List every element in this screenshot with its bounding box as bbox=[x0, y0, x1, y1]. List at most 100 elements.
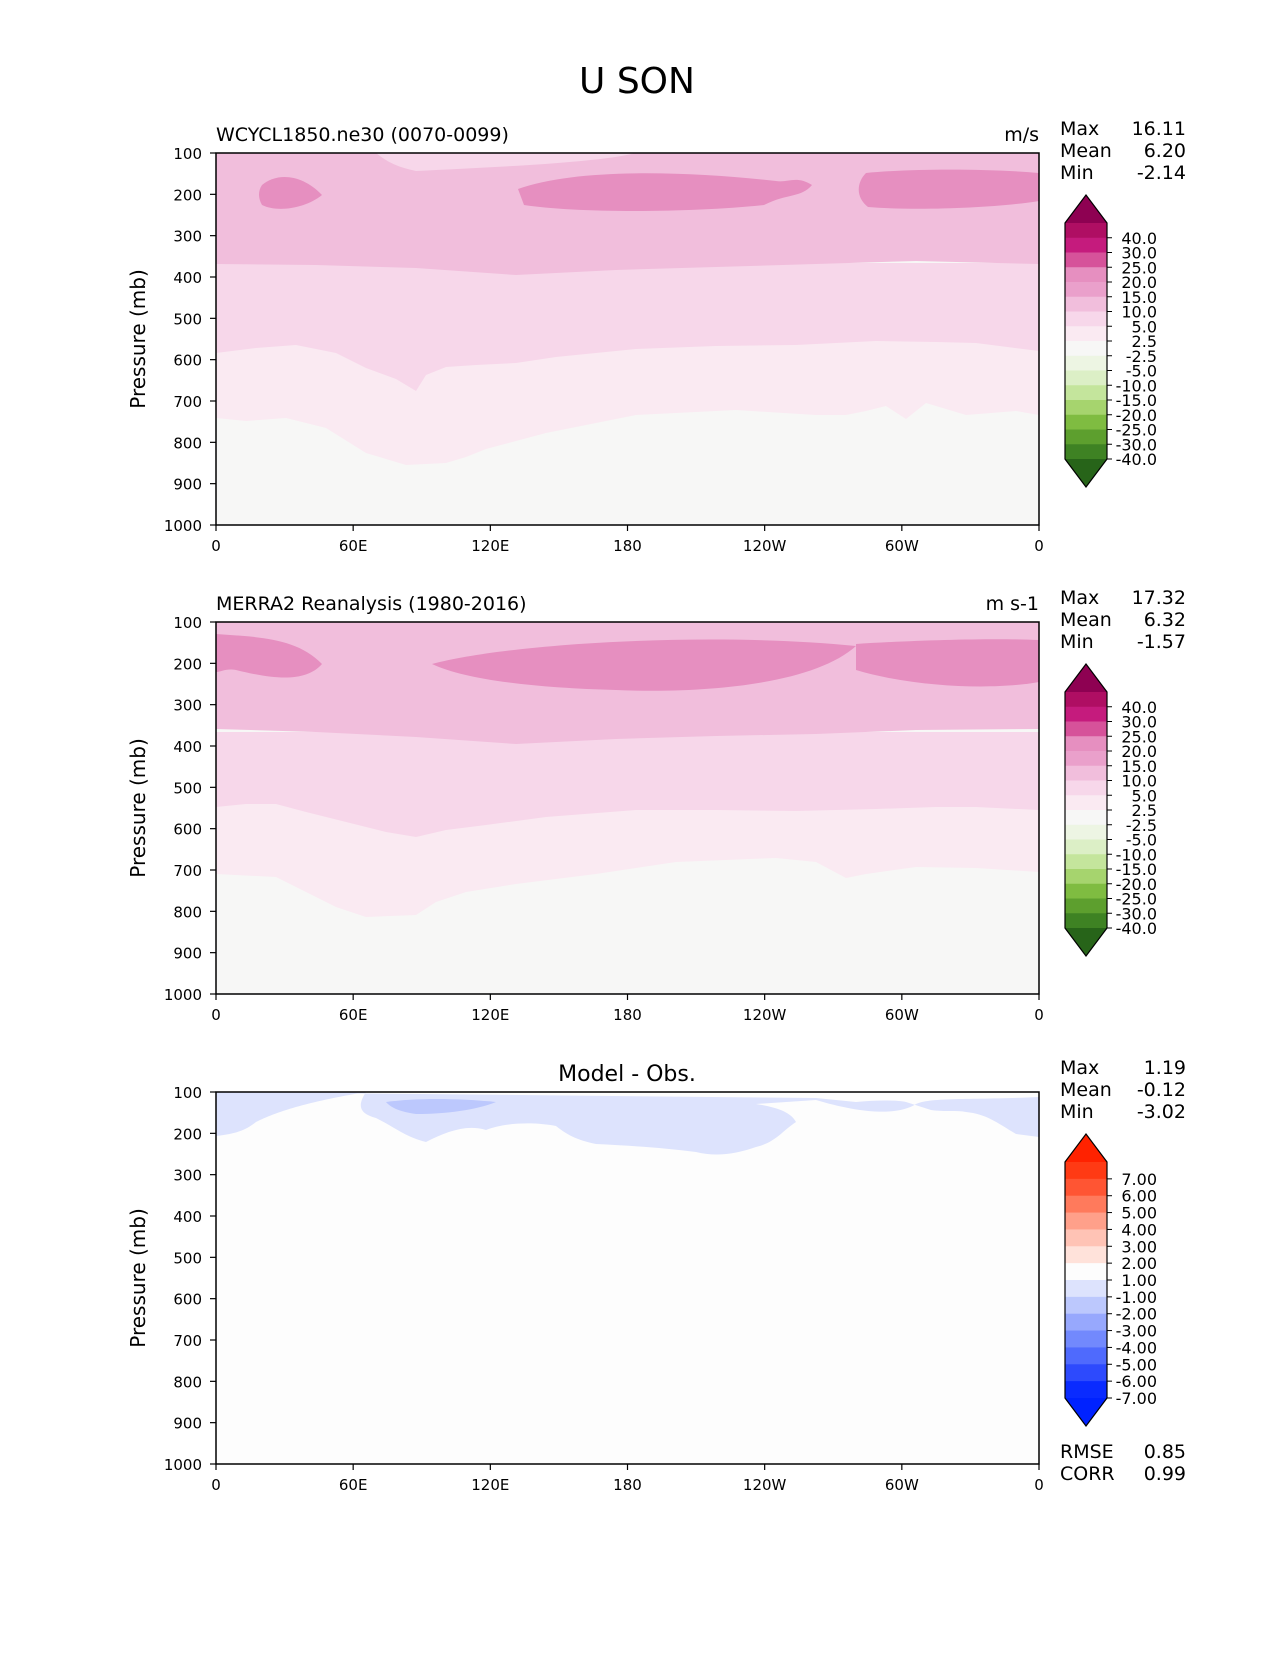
colorbar-label: -7.00 bbox=[1116, 1389, 1157, 1408]
x-tick-label: 60E bbox=[339, 1006, 368, 1024]
colorbar-label: -5.0 bbox=[1126, 362, 1157, 381]
stat-value: 1.19 bbox=[1144, 1057, 1186, 1079]
colorbar-label: -2.00 bbox=[1116, 1305, 1157, 1324]
metric-value: 0.99 bbox=[1144, 1463, 1186, 1485]
colorbar-label: -5.00 bbox=[1116, 1355, 1157, 1374]
stat-label: Max bbox=[1060, 118, 1099, 140]
colorbar-label: -4.00 bbox=[1116, 1338, 1157, 1357]
colorbar-swatch bbox=[1065, 839, 1107, 855]
colorbar-extend-bottom bbox=[1065, 1398, 1107, 1426]
colorbar-label: 25.0 bbox=[1121, 258, 1157, 277]
colorbar-swatch bbox=[1065, 736, 1107, 752]
colorbar-label: 2.5 bbox=[1132, 801, 1157, 820]
y-tick-label: 400 bbox=[173, 1208, 202, 1226]
panel-test-ylabel: Pressure (mb) bbox=[126, 269, 150, 409]
y-tick-label: 600 bbox=[173, 1291, 202, 1309]
stat-value: 6.20 bbox=[1144, 140, 1186, 162]
colorbar-label: 40.0 bbox=[1121, 698, 1157, 717]
colorbar-swatch bbox=[1065, 444, 1107, 460]
y-tick-label: 200 bbox=[173, 655, 202, 673]
colorbar-swatch bbox=[1065, 311, 1107, 327]
x-tick-label: 0 bbox=[1034, 537, 1044, 555]
colorbar-label: -3.00 bbox=[1116, 1322, 1157, 1341]
y-tick-label: 400 bbox=[173, 738, 202, 756]
stat-value: 17.32 bbox=[1132, 587, 1186, 609]
colorbar-swatch bbox=[1065, 326, 1107, 342]
panel-test-title: WCYCL1850.ne30 (0070-0099) bbox=[216, 124, 509, 146]
panel-reference: MERRA2 Reanalysis (1980-2016) m s-1 100 2… bbox=[126, 587, 1186, 1024]
panel-reference-units: m s-1 bbox=[986, 593, 1039, 615]
colorbar-outline bbox=[1064, 1133, 1108, 1427]
colorbar-swatch bbox=[1065, 252, 1107, 268]
panel-difference-band-neg1-left bbox=[216, 1092, 366, 1136]
y-tick-label: 300 bbox=[173, 697, 202, 715]
colorbar-label: -30.0 bbox=[1116, 435, 1157, 454]
colorbar-swatch bbox=[1065, 1313, 1107, 1332]
stat-value: 6.32 bbox=[1144, 609, 1186, 631]
y-tick-label: 900 bbox=[173, 1415, 202, 1433]
panel-difference-colorbar: 7.006.005.004.003.002.001.00-1.00-2.00-3… bbox=[1064, 1133, 1157, 1427]
panel-difference-band-neg2 bbox=[386, 1099, 496, 1114]
panel-reference-band-15-b bbox=[432, 639, 856, 691]
colorbar-swatch bbox=[1065, 1263, 1107, 1281]
stat-label: Mean bbox=[1060, 609, 1112, 631]
colorbar-swatch bbox=[1065, 913, 1107, 929]
y-tick-label: 300 bbox=[173, 1167, 202, 1185]
colorbar-label: -40.0 bbox=[1116, 919, 1157, 938]
panel-reference-ylabel: Pressure (mb) bbox=[126, 738, 150, 878]
y-tick-label: 100 bbox=[173, 145, 202, 163]
panel-reference-plot bbox=[216, 622, 1039, 994]
x-tick-label: 120E bbox=[471, 1006, 509, 1024]
colorbar-label: 2.5 bbox=[1132, 332, 1157, 351]
colorbar-label: 1.00 bbox=[1121, 1271, 1157, 1290]
colorbar-label: 7.00 bbox=[1121, 1170, 1157, 1189]
colorbar-swatch bbox=[1065, 721, 1107, 737]
colorbar-label: -5.0 bbox=[1126, 831, 1157, 850]
y-tick-label: 700 bbox=[173, 862, 202, 880]
x-tick-label: 120W bbox=[743, 537, 787, 555]
y-tick-label: 700 bbox=[173, 393, 202, 411]
y-tick-label: 200 bbox=[173, 186, 202, 204]
colorbar-label: 20.0 bbox=[1121, 273, 1157, 292]
colorbar-label: 2.00 bbox=[1121, 1254, 1157, 1273]
y-tick-label: 600 bbox=[173, 352, 202, 370]
panel-test-x-ticks: 0 60E 120E 180 120W 60W 0 bbox=[211, 525, 1044, 555]
y-tick-label: 900 bbox=[173, 945, 202, 963]
stat-label: Min bbox=[1060, 162, 1094, 184]
y-tick-label: 1000 bbox=[164, 517, 202, 535]
colorbar-swatch bbox=[1065, 1178, 1107, 1197]
panel-reference-band-15-a bbox=[216, 634, 322, 678]
x-tick-label: 180 bbox=[613, 537, 642, 555]
colorbar-label: -2.5 bbox=[1126, 347, 1157, 366]
stat-value: -1.57 bbox=[1137, 631, 1186, 653]
colorbar-swatch bbox=[1065, 370, 1107, 386]
colorbar-label: 5.0 bbox=[1132, 317, 1157, 336]
panel-difference-plot bbox=[216, 1092, 1039, 1464]
colorbar-label: -6.00 bbox=[1116, 1372, 1157, 1391]
colorbar-swatch bbox=[1065, 1246, 1107, 1264]
stat-label: Mean bbox=[1060, 140, 1112, 162]
panel-test: WCYCL1850.ne30 (0070-0099) m/s 100 200 300… bbox=[126, 118, 1186, 555]
colorbar-swatch bbox=[1065, 854, 1107, 870]
stat-label: Max bbox=[1060, 1057, 1099, 1079]
x-tick-label: 120E bbox=[471, 537, 509, 555]
colorbar-swatch bbox=[1065, 898, 1107, 914]
colorbar-swatch bbox=[1065, 1229, 1107, 1247]
colorbar-label: -30.0 bbox=[1116, 904, 1157, 923]
colorbar-label: -20.0 bbox=[1116, 406, 1157, 425]
panel-test-y-ticks: 100 200 300 400 500 600 700 800 900 1000 bbox=[164, 145, 216, 535]
y-tick-label: 800 bbox=[173, 903, 202, 921]
panel-difference-y-ticks: 100 200 300 400 500 600 700 800 900 1000 bbox=[164, 1084, 216, 1474]
colorbar-swatch bbox=[1065, 1347, 1107, 1365]
colorbar-label: 30.0 bbox=[1121, 713, 1157, 732]
colorbar-swatch bbox=[1065, 751, 1107, 767]
x-tick-label: 60W bbox=[885, 1476, 919, 1494]
x-tick-label: 0 bbox=[211, 1476, 221, 1494]
x-tick-label: 120W bbox=[743, 1006, 787, 1024]
metric-label: CORR bbox=[1060, 1463, 1115, 1485]
colorbar-extend-bottom bbox=[1065, 928, 1107, 956]
stat-label: Mean bbox=[1060, 1079, 1112, 1101]
colorbar-swatch bbox=[1065, 1381, 1107, 1399]
colorbar-label: 15.0 bbox=[1121, 757, 1157, 776]
